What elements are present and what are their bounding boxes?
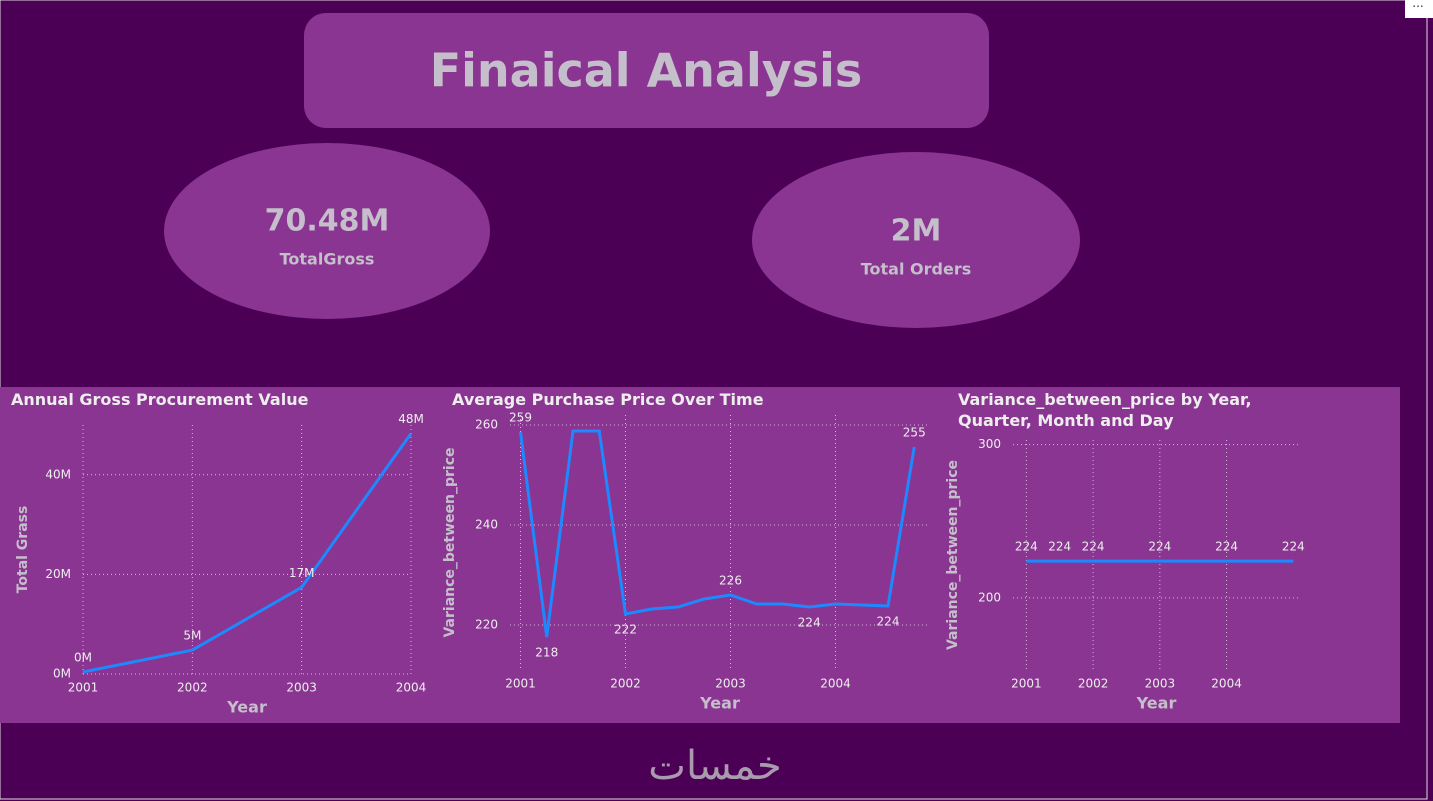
data-label: 17M	[289, 566, 315, 580]
y-tick-label: 220	[475, 618, 498, 632]
x-tick-label: 2004	[396, 681, 427, 695]
x-tick-label: 2003	[286, 681, 317, 695]
x-axis-title: Year	[1136, 694, 1177, 713]
x-tick-label: 2001	[505, 677, 536, 691]
x-axis-title: Year	[699, 694, 740, 713]
data-label: 5M	[183, 629, 201, 643]
y-tick-label: 20M	[45, 567, 71, 581]
page-title: Finaical Analysis	[430, 44, 863, 98]
data-label: 222	[614, 623, 637, 637]
chart-panel	[0, 387, 1400, 723]
data-line	[519, 429, 916, 638]
menu-dots: ···	[1412, 0, 1423, 14]
x-tick-label: 2003	[1145, 677, 1176, 691]
y-axis-title: Variance_between_price	[945, 460, 961, 650]
data-label: 0M	[74, 651, 92, 665]
data-label: 224	[1048, 540, 1071, 554]
data-label: 218	[535, 646, 558, 660]
watermark: خمسات	[648, 743, 781, 789]
data-label: 224	[877, 615, 900, 629]
x-tick-label: 2001	[1011, 677, 1042, 691]
data-label: 224	[1282, 540, 1305, 554]
y-axis-title: Variance_between_price	[442, 447, 458, 637]
y-tick-label: 240	[475, 518, 498, 532]
chart-title: Average Purchase Price Over Time	[452, 390, 764, 409]
x-tick-label: 2001	[68, 681, 99, 695]
title-box	[304, 13, 989, 128]
data-label: 224	[1082, 540, 1105, 554]
y-axis-title: Total Grass	[15, 506, 31, 594]
x-tick-label: 2002	[177, 681, 208, 695]
y-tick-label: 200	[978, 590, 1001, 604]
kpi-card	[752, 152, 1080, 328]
data-label: 255	[903, 426, 926, 440]
kpi-value: 70.48M	[265, 204, 390, 239]
y-tick-label: 0M	[53, 667, 71, 681]
data-label: 224	[798, 616, 821, 630]
y-tick-label: 260	[475, 418, 498, 432]
x-tick-label: 2004	[820, 677, 851, 691]
data-label: 48M	[398, 412, 424, 426]
x-tick-label: 2002	[1078, 677, 1109, 691]
x-tick-label: 2002	[610, 677, 641, 691]
data-label: 259	[509, 411, 532, 425]
data-label: 224	[1015, 540, 1038, 554]
chart-title: Annual Gross Procurement Value	[11, 390, 309, 409]
y-tick-label: 300	[978, 437, 1001, 451]
x-tick-label: 2004	[1211, 677, 1242, 691]
chart-title: Variance_between_price by Year, Quarter,…	[958, 390, 1252, 430]
kpi-label: TotalGross	[280, 250, 375, 269]
data-label: 224	[1148, 540, 1171, 554]
x-axis-title: Year	[226, 698, 267, 717]
data-label: 226	[719, 574, 742, 588]
y-tick-label: 40M	[45, 467, 71, 481]
kpi-value: 2M	[891, 214, 942, 249]
x-tick-label: 2003	[715, 677, 746, 691]
menu-button[interactable]	[1405, 0, 1433, 18]
data-line	[82, 432, 413, 674]
data-label: 224	[1215, 540, 1238, 554]
kpi-label: Total Orders	[861, 260, 972, 279]
kpi-card	[164, 143, 490, 319]
